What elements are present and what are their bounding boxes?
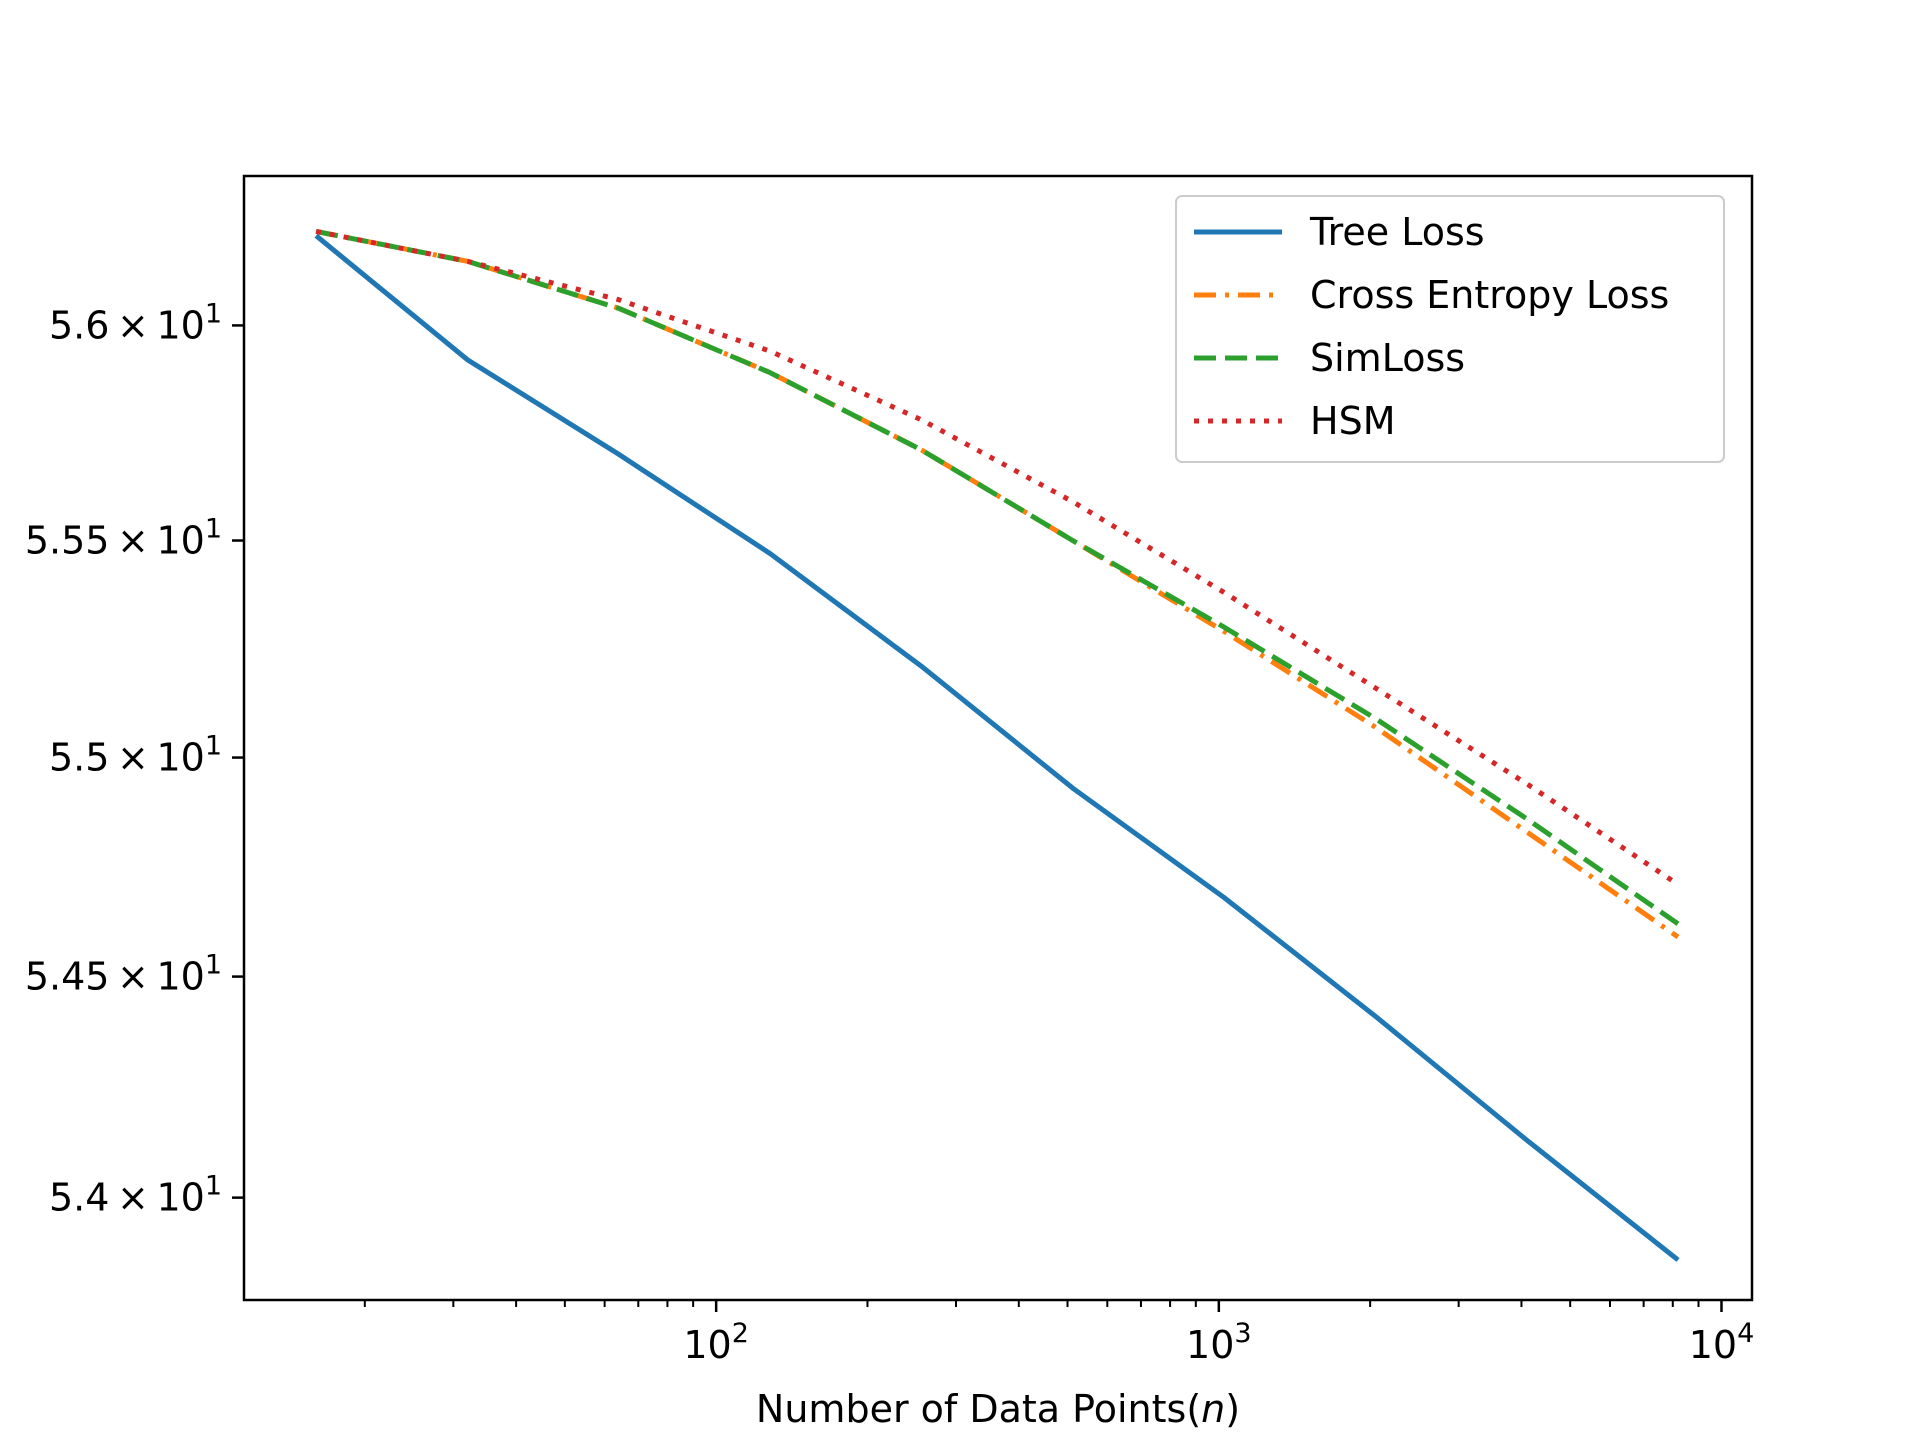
x-tick-label: 104 [1689, 1318, 1755, 1367]
series-line-simloss [315, 228, 1680, 926]
y-tick-label: 5.55 × 101 [25, 514, 222, 563]
x-tick-label: 102 [683, 1318, 749, 1367]
legend-label: SimLoss [1310, 336, 1465, 380]
plot-area [314, 228, 1680, 1262]
y-axis: 5.6 × 101 5.55 × 101 5.5 × 101 5.45 × 101 5.… [25, 298, 244, 1220]
legend-box [1175, 195, 1725, 463]
legend: Tree Loss Cross Entropy Loss SimLoss HSM [1175, 195, 1725, 463]
x-tick-label: 103 [1186, 1318, 1252, 1367]
x-axis: 102 103 104 [363, 1300, 1755, 1367]
series-line-tree-loss [314, 233, 1680, 1262]
y-tick-label: 5.5 × 101 [49, 731, 222, 780]
legend-label: Cross Entropy Loss [1310, 273, 1669, 317]
y-tick-label: 5.4 × 101 [49, 1171, 222, 1220]
legend-label: Tree Loss [1309, 210, 1485, 254]
axes-frame [242, 174, 1754, 1302]
legend-label: HSM [1310, 399, 1395, 443]
y-tick-label: 5.45 × 101 [25, 950, 222, 999]
y-tick-label: 5.6 × 101 [49, 298, 222, 347]
x-axis-label: Number of Data Points(n) [756, 1387, 1240, 1431]
